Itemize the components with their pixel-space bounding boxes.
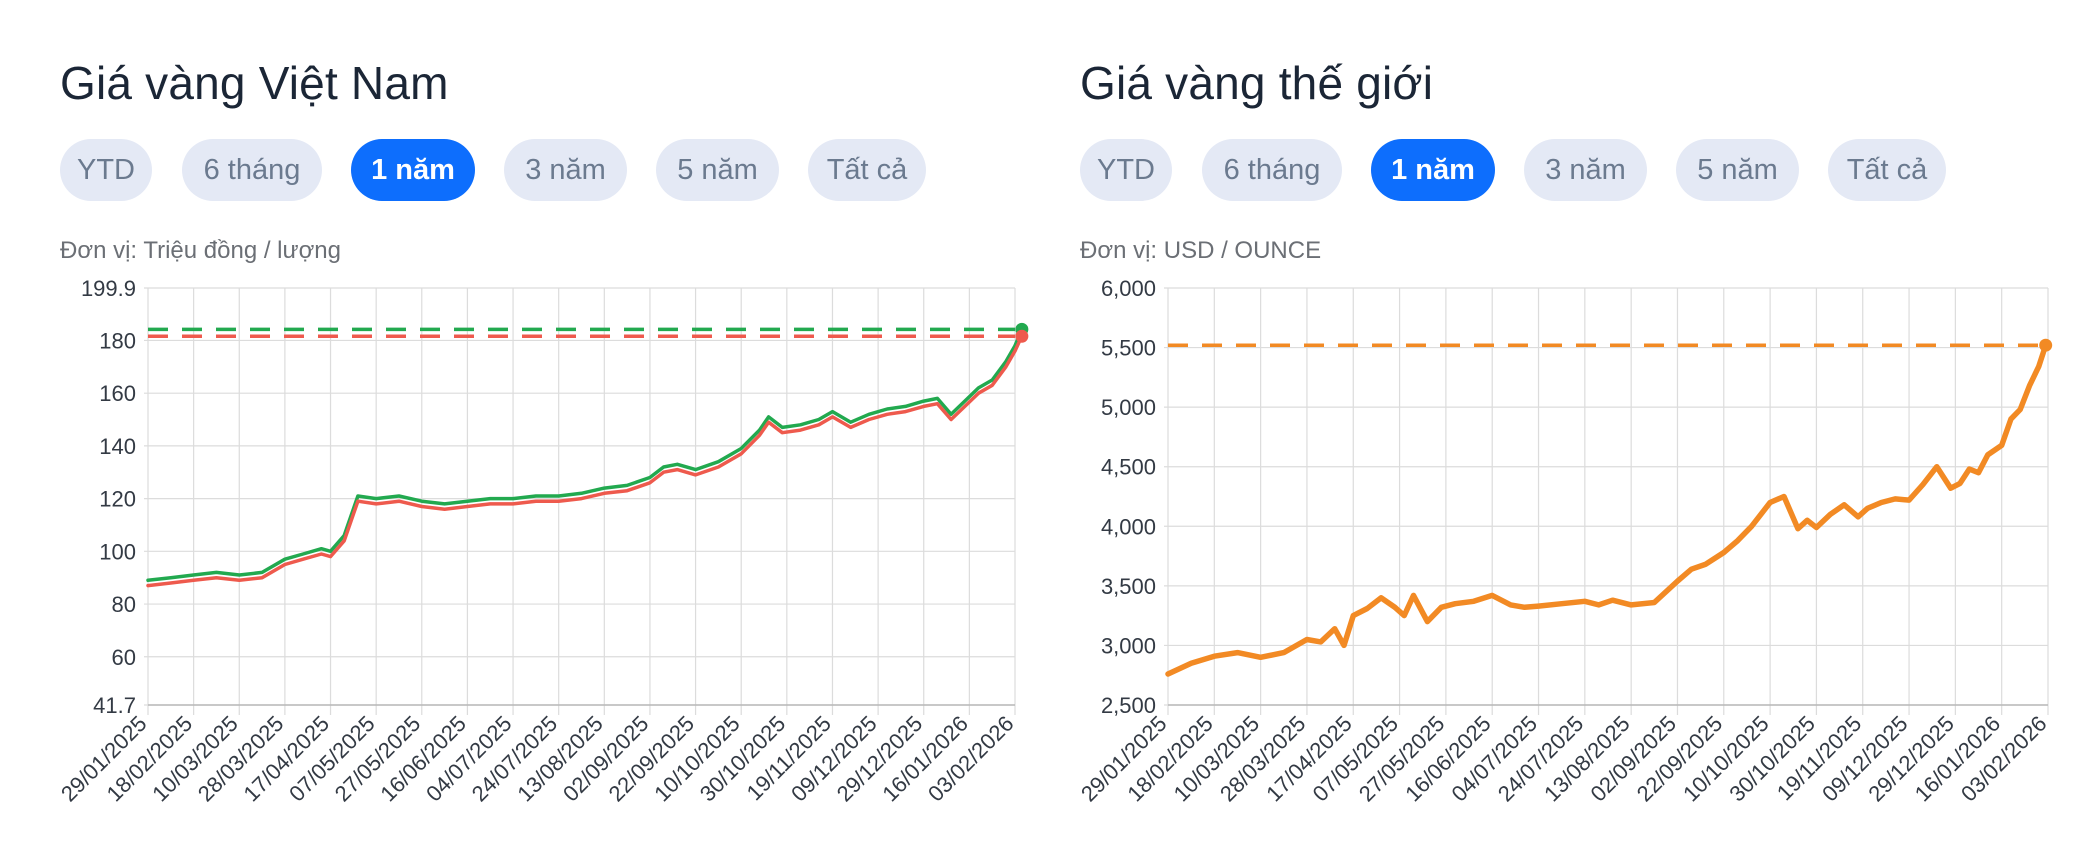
y-tick-label: 6,000 [1101,276,1156,301]
y-tick-label: 5,000 [1101,395,1156,420]
last-value-marker [2039,338,2053,352]
y-tick-label: 100 [99,539,136,564]
vietnam-gold-title: Giá vàng Việt Nam [60,57,449,109]
tab-ytd[interactable]: YTD [60,139,152,201]
series-line-1 [146,334,1024,588]
tab-5-years[interactable]: 5 năm [1676,139,1799,201]
y-tick-label: 140 [99,434,136,459]
y-tick-label: 80 [112,592,136,617]
y-tick-label: 4,500 [1101,455,1156,480]
tab-all[interactable]: Tất cả [1828,139,1946,201]
y-tick-label: 5,500 [1101,336,1156,361]
tab-3-years[interactable]: 3 năm [504,139,627,201]
y-tick-label: 120 [99,487,136,512]
y-tick-label: 199.9 [81,276,136,301]
y-tick-label: 4,000 [1101,514,1156,539]
world-unit-label: Đơn vị: USD / OUNCE [1080,237,1322,264]
tab-5-years[interactable]: 5 năm [656,139,779,201]
y-tick-label: 180 [99,328,136,353]
y-tick-label: 60 [112,645,136,670]
tab-all[interactable]: Tất cả [808,139,926,201]
vietnam-unit-label: Đơn vị: Triệu đồng / lượng [60,237,342,264]
world-gold-panel: Giá vàng thế giới YTD 6 tháng 1 năm 3 nă… [1076,0,2080,862]
world-gold-title: Giá vàng thế giới [1080,57,1434,109]
vietnam-gold-panel: Giá vàng Việt Nam YTD 6 tháng 1 năm 3 nă… [56,0,1060,862]
tab-3-years[interactable]: 3 năm [1524,139,1647,201]
y-tick-label: 2,500 [1101,693,1156,718]
tab-6-months[interactable]: 6 tháng [1202,139,1342,201]
tab-1-year[interactable]: 1 năm [351,139,475,201]
series-line-0 [1165,342,2049,677]
series-line-0 [146,327,1024,583]
y-tick-label: 3,000 [1101,633,1156,658]
y-tick-label: 160 [99,381,136,406]
tab-6-months[interactable]: 6 tháng [182,139,322,201]
vietnam-gold-chart: 41.76080100120140160180199.929/01/202518… [56,276,1029,806]
y-tick-label: 3,500 [1101,574,1156,599]
world-gold-chart: 2,500 3,000 3,500 4,000 4,500 5,000 5,500 6,000… [1076,276,2053,806]
tab-ytd[interactable]: YTD [1080,139,1172,201]
last-value-marker [1015,329,1029,343]
y-tick-label: 41.7 [93,693,136,718]
tab-1-year[interactable]: 1 năm [1371,139,1495,201]
